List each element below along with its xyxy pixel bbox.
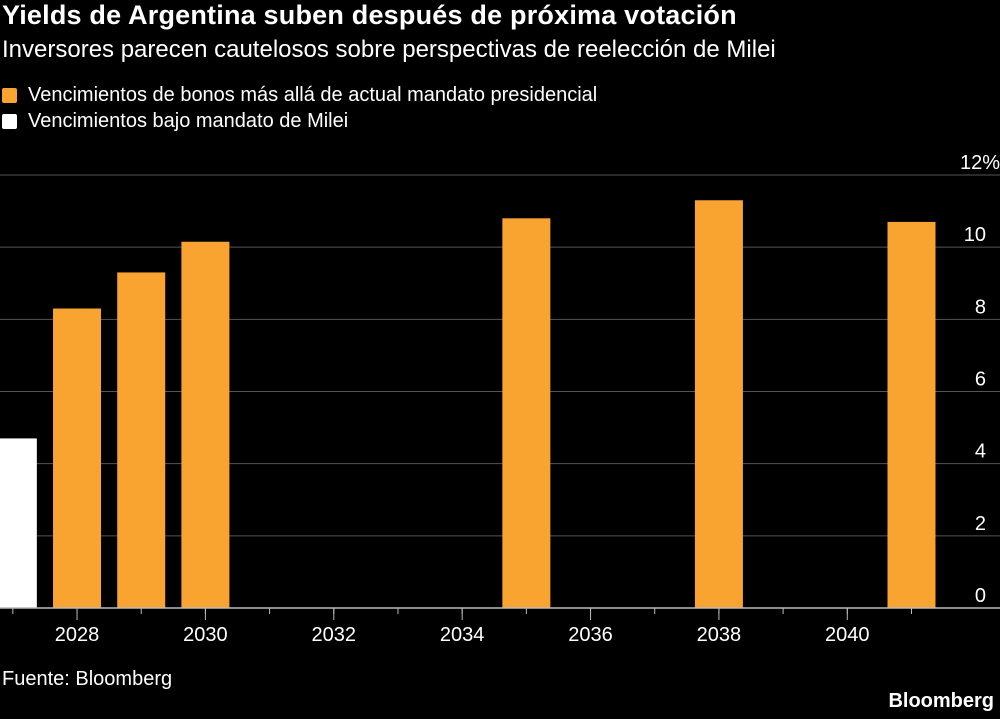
y-tick-label-0: 0: [975, 585, 986, 607]
bar-2038: [694, 200, 743, 608]
y-tick-label-4: 4: [975, 441, 986, 463]
legend-swatch-white: [2, 113, 17, 129]
chart-title: Yields de Argentina suben después de pró…: [2, 0, 737, 30]
legend: Vencimientos de bonos más allá de actual…: [2, 82, 597, 134]
legend-swatch-orange: [2, 87, 17, 103]
bar-2029: [117, 272, 166, 608]
legend-item-beyond-term: Vencimientos de bonos más allá de actual…: [2, 82, 597, 108]
chart-subtitle: Inversores parecen cautelosos sobre pers…: [2, 36, 776, 63]
x-tick-label-2040: 2040: [825, 624, 870, 646]
x-tick-label-2034: 2034: [440, 624, 485, 646]
legend-label-milei-term: Vencimientos bajo mandato de Milei: [28, 109, 349, 132]
x-tick-label-2028: 2028: [55, 624, 100, 646]
x-tick-label-2036: 2036: [568, 624, 613, 646]
source-note: Fuente: Bloomberg: [2, 668, 173, 690]
bloomberg-logo: Bloomberg: [888, 690, 994, 712]
x-tick-label-2038: 2038: [697, 624, 742, 646]
y-tick-label-12: 12%: [960, 152, 1000, 174]
bar-2041: [887, 221, 936, 609]
legend-label-beyond-term: Vencimientos de bonos más allá de actual…: [28, 83, 598, 106]
y-tick-label-2: 2: [975, 513, 986, 535]
bar-2027: [0, 438, 37, 608]
bar-2030: [181, 241, 230, 609]
y-tick-label-10: 10: [964, 224, 986, 246]
y-tick-label-6: 6: [975, 369, 986, 391]
bar-2035: [502, 218, 551, 609]
legend-item-milei-term: Vencimientos bajo mandato de Milei: [2, 108, 597, 134]
y-tick-label-8: 8: [975, 296, 986, 318]
x-tick-label-2032: 2032: [312, 624, 357, 646]
bar-2028: [53, 308, 102, 608]
x-tick-label-2030: 2030: [183, 624, 228, 646]
